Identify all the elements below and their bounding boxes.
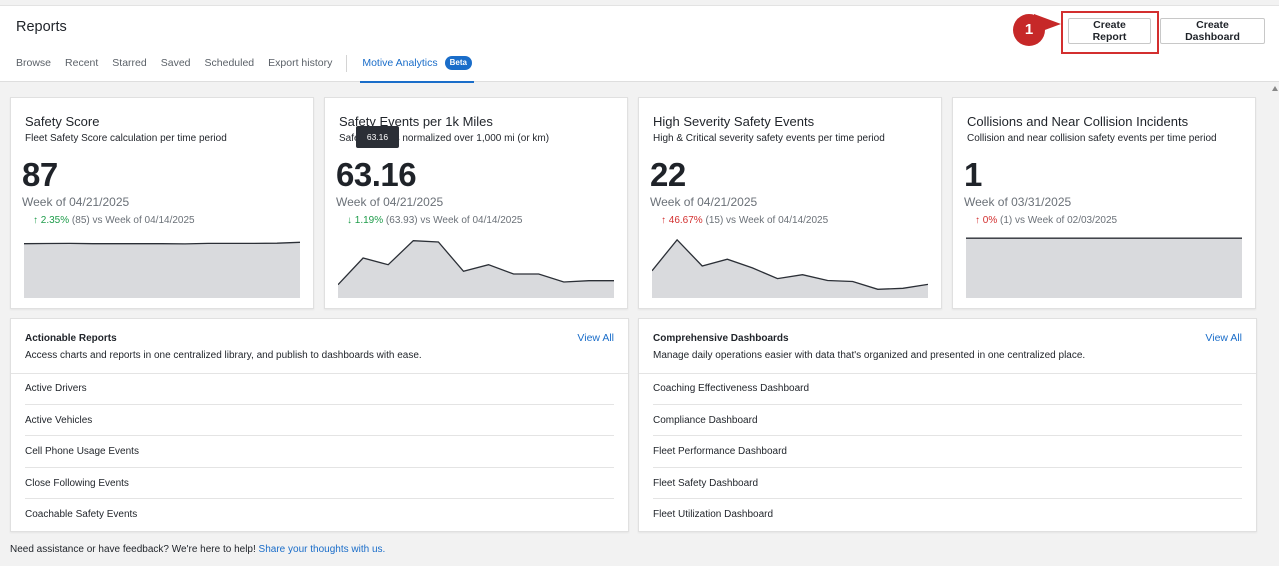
card-title: Comprehensive Dashboards bbox=[653, 333, 789, 344]
tab-motive-analytics[interactable]: Motive Analytics Beta bbox=[360, 56, 474, 83]
metric-subtitle: Safety events normalized over 1,000 mi (… bbox=[339, 133, 550, 144]
arrow-up-icon: ↑ bbox=[661, 215, 666, 226]
actionable-reports-card: Actionable Reports Access charts and rep… bbox=[10, 318, 629, 532]
metric-title: Collisions and Near Collision Incidents bbox=[967, 114, 1189, 129]
report-tabs: Browse Recent Starred Saved Scheduled Ex… bbox=[16, 55, 488, 83]
card-description: Access charts and reports in one central… bbox=[25, 350, 422, 361]
metric-title: Safety Score bbox=[25, 114, 100, 129]
card-description: Manage daily operations easier with data… bbox=[653, 350, 1086, 361]
report-item-close-following[interactable]: Close Following Events bbox=[25, 468, 614, 499]
divider bbox=[639, 373, 1256, 374]
footer-text: Need assistance or have feedback? We're … bbox=[10, 544, 256, 555]
report-item-cell-phone-usage[interactable]: Cell Phone Usage Events bbox=[25, 436, 614, 468]
metric-card-collisions[interactable]: Collisions and Near Collision Incidents … bbox=[952, 97, 1256, 309]
create-report-button[interactable]: Create Report bbox=[1068, 18, 1151, 44]
report-list: Active Drivers Active Vehicles Cell Phon… bbox=[25, 373, 614, 531]
sparkline-chart bbox=[24, 234, 300, 298]
metric-subtitle: Fleet Safety Score calculation per time … bbox=[25, 133, 227, 144]
metric-value: 87 bbox=[22, 156, 58, 193]
feedback-link[interactable]: Share your thoughts with us. bbox=[258, 544, 386, 555]
report-item-active-vehicles[interactable]: Active Vehicles bbox=[25, 405, 614, 436]
metric-card-safety-events[interactable]: Safety Events per 1k Miles Safety events… bbox=[324, 97, 628, 309]
browser-top-strip bbox=[0, 0, 1279, 6]
metric-value: 22 bbox=[650, 156, 686, 193]
sparkline-line bbox=[338, 241, 614, 285]
dashboard-item-coaching-effectiveness[interactable]: Coaching Effectiveness Dashboard bbox=[653, 373, 1242, 405]
metric-change: ↓ 1.19% (63.93) vs Week of 04/14/2025 bbox=[347, 215, 523, 226]
tab-recent[interactable]: Recent bbox=[65, 57, 99, 69]
metric-change: ↑ 0% (1) vs Week of 02/03/2025 bbox=[975, 215, 1117, 226]
metric-week: Week of 04/21/2025 bbox=[22, 195, 130, 209]
metric-subtitle: Collision and near collision safety even… bbox=[967, 133, 1217, 144]
metric-card-safety-score[interactable]: Safety Score Fleet Safety Score calculat… bbox=[10, 97, 314, 309]
view-all-reports-link[interactable]: View All bbox=[577, 332, 614, 344]
dashboard-item-fleet-safety[interactable]: Fleet Safety Dashboard bbox=[653, 468, 1242, 499]
tab-scheduled[interactable]: Scheduled bbox=[204, 57, 255, 69]
tab-motive-analytics-label: Motive Analytics bbox=[362, 57, 438, 69]
tab-saved[interactable]: Saved bbox=[160, 57, 191, 69]
arrow-up-icon: ↑ bbox=[33, 215, 38, 226]
dashboard-item-fleet-performance[interactable]: Fleet Performance Dashboard bbox=[653, 436, 1242, 468]
metric-change-comparison: (63.93) vs Week of 04/14/2025 bbox=[385, 215, 523, 226]
sparkline-area bbox=[652, 239, 928, 298]
beta-badge: Beta bbox=[444, 56, 472, 70]
comprehensive-dashboards-card: Comprehensive Dashboards Manage daily op… bbox=[638, 318, 1257, 532]
sparkline-chart bbox=[652, 234, 928, 298]
create-dashboard-button[interactable]: Create Dashboard bbox=[1160, 18, 1265, 44]
divider bbox=[11, 373, 628, 374]
metric-week: Week of 04/21/2025 bbox=[650, 195, 758, 209]
tab-starred[interactable]: Starred bbox=[112, 57, 147, 69]
metric-title: Safety Events per 1k Miles bbox=[339, 114, 493, 129]
metric-value: 63.16 bbox=[336, 156, 417, 193]
sparkline-chart bbox=[966, 234, 1242, 298]
sparkline-area bbox=[966, 238, 1242, 298]
tab-divider bbox=[346, 55, 348, 72]
page-header: Reports Browse Recent Starred Saved Sche… bbox=[0, 6, 1279, 83]
value-tooltip: 63.16 bbox=[356, 126, 399, 148]
sparkline-line bbox=[24, 242, 300, 244]
sparkline-line bbox=[652, 240, 928, 289]
feedback-footer: Need assistance or have feedback? We're … bbox=[10, 544, 385, 555]
metric-change-percent: 0% bbox=[982, 215, 998, 226]
sparkline-area bbox=[24, 242, 300, 298]
metric-change: ↑ 2.35% (85) vs Week of 04/14/2025 bbox=[33, 215, 195, 226]
report-item-coachable-safety[interactable]: Coachable Safety Events bbox=[25, 509, 138, 520]
metric-change-percent: 46.67% bbox=[668, 215, 703, 226]
card-title: Actionable Reports bbox=[25, 333, 117, 344]
sparkline-area bbox=[338, 240, 614, 298]
annotation-highlight-box bbox=[1061, 11, 1159, 54]
metric-value: 1 bbox=[964, 156, 982, 193]
metric-change-percent: 2.35% bbox=[40, 215, 70, 226]
metric-change-comparison: (85) vs Week of 04/14/2025 bbox=[71, 215, 195, 226]
metric-change-comparison: (15) vs Week of 04/14/2025 bbox=[705, 215, 829, 226]
metric-title: High Severity Safety Events bbox=[653, 114, 815, 129]
metric-week: Week of 04/21/2025 bbox=[336, 195, 444, 209]
dashboard-item-compliance[interactable]: Compliance Dashboard bbox=[653, 405, 1242, 436]
metric-change-comparison: (1) vs Week of 02/03/2025 bbox=[1000, 215, 1118, 226]
metric-week: Week of 03/31/2025 bbox=[964, 195, 1072, 209]
sparkline-chart bbox=[338, 234, 614, 298]
view-all-dashboards-link[interactable]: View All bbox=[1205, 332, 1242, 344]
dashboard-item-fleet-utilization[interactable]: Fleet Utilization Dashboard bbox=[653, 509, 774, 520]
metric-subtitle: High & Critical severity safety events p… bbox=[653, 133, 885, 144]
arrow-down-icon: ↓ bbox=[347, 215, 352, 226]
metric-change: ↑ 46.67% (15) vs Week of 04/14/2025 bbox=[661, 215, 828, 226]
scroll-up-arrow-icon[interactable] bbox=[1272, 86, 1278, 91]
metric-change-percent: 1.19% bbox=[354, 215, 384, 226]
report-item-active-drivers[interactable]: Active Drivers bbox=[25, 373, 614, 405]
metric-card-high-severity[interactable]: High Severity Safety Events High & Criti… bbox=[638, 97, 942, 309]
annotation-step-marker: 1 bbox=[1013, 14, 1045, 46]
tab-export-history[interactable]: Export history bbox=[268, 57, 333, 69]
page-scrollbar[interactable] bbox=[1271, 82, 1279, 566]
dashboard-list: Coaching Effectiveness Dashboard Complia… bbox=[653, 373, 1242, 531]
page-title: Reports bbox=[16, 19, 67, 35]
tab-browse[interactable]: Browse bbox=[16, 57, 52, 69]
arrow-up-icon: ↑ bbox=[975, 215, 980, 226]
